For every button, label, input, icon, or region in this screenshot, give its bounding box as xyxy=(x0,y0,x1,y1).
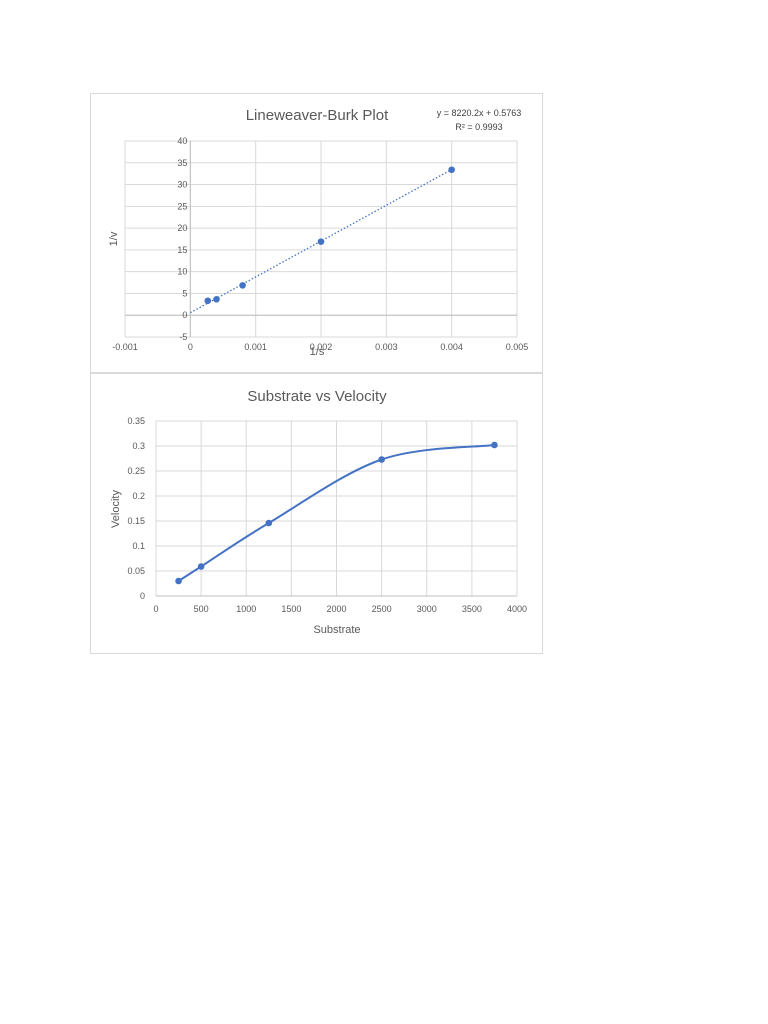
lineweaver-burk-chart: -0.001 0 0.001 0.002 0.003 0.004 0.005 -5 0 5 10 15… xyxy=(90,93,543,373)
y-tick-label: 0 xyxy=(182,310,187,320)
substrate-velocity-chart: 0 500 1000 1500 2000 2500 3000 3500 4000 0 0.05 0.1… xyxy=(90,373,543,654)
x-axis-title: 1/s xyxy=(310,346,325,358)
y-tick-label: 5 xyxy=(182,288,187,298)
chart-title: Substrate vs Velocity xyxy=(247,388,387,405)
y-tick-label: 0.2 xyxy=(132,491,145,501)
trendline-equation: y = 8220.2x + 0.5763 xyxy=(437,108,522,118)
data-point xyxy=(213,295,220,303)
y-tick-label: 15 xyxy=(177,245,187,255)
data-point xyxy=(197,563,205,570)
data-point xyxy=(265,519,273,527)
x-tick-label: 0.004 xyxy=(440,342,463,352)
x-tick-label: 1500 xyxy=(281,604,301,614)
x-tick-label: 2000 xyxy=(326,604,346,614)
y-tick-label: 40 xyxy=(177,136,187,146)
data-point xyxy=(317,238,325,245)
x-tick-label: 3000 xyxy=(417,604,437,614)
y-tick-label: 30 xyxy=(177,180,187,190)
chart-title: Lineweaver-Burk Plot xyxy=(246,107,389,124)
x-tick-label: -0.001 xyxy=(112,342,138,352)
trendline-r-squared: R² = 0.9993 xyxy=(455,122,502,132)
x-tick-label: 500 xyxy=(194,604,209,614)
x-tick-label: 3500 xyxy=(462,604,482,614)
x-tick-label: 0.005 xyxy=(506,342,529,352)
velocity-series-line xyxy=(178,444,495,582)
substrate-velocity-plot-svg: 0 500 1000 1500 2000 2500 3000 3500 4000 0 0.05 0.1… xyxy=(110,388,527,636)
y-tick-label: 0.35 xyxy=(127,416,145,426)
data-point xyxy=(491,441,498,449)
y-tick-label: 35 xyxy=(177,158,187,168)
y-tick-label: 10 xyxy=(177,267,187,277)
lineweaver-burk-plot-svg: -0.001 0 0.001 0.002 0.003 0.004 0.005-5051015… xyxy=(108,107,529,358)
y-axis-title: Velocity xyxy=(110,490,122,528)
data-point xyxy=(448,166,455,174)
linear-trendline xyxy=(190,168,452,314)
x-tick-label: 0.003 xyxy=(375,342,398,352)
y-tick-label: 0.3 xyxy=(132,441,145,451)
y-tick-label: 0.15 xyxy=(127,516,145,526)
y-axis-title: 1/v xyxy=(108,231,120,246)
y-tick-label: -5 xyxy=(179,332,187,342)
data-point xyxy=(239,282,246,289)
x-tick-label: 0.001 xyxy=(244,342,267,352)
y-tick-label: 0.1 xyxy=(132,541,145,551)
x-axis-title: Substrate xyxy=(313,624,360,636)
y-tick-label: 25 xyxy=(177,201,187,211)
data-point xyxy=(175,577,182,585)
data-point xyxy=(378,456,385,463)
x-tick-label: 0 xyxy=(188,342,193,352)
x-tick-label: 0 xyxy=(153,604,158,614)
x-tick-label: 0.002 xyxy=(310,342,333,352)
data-point xyxy=(204,297,212,305)
x-tick-label: 1000 xyxy=(236,604,256,614)
y-tick-label: 0.25 xyxy=(127,466,145,476)
x-tick-label: 2500 xyxy=(372,604,392,614)
y-tick-label: 0 xyxy=(140,591,145,601)
y-tick-label: 0.05 xyxy=(127,566,145,576)
x-tick-label: 4000 xyxy=(507,604,527,614)
y-tick-label: 20 xyxy=(177,223,187,233)
